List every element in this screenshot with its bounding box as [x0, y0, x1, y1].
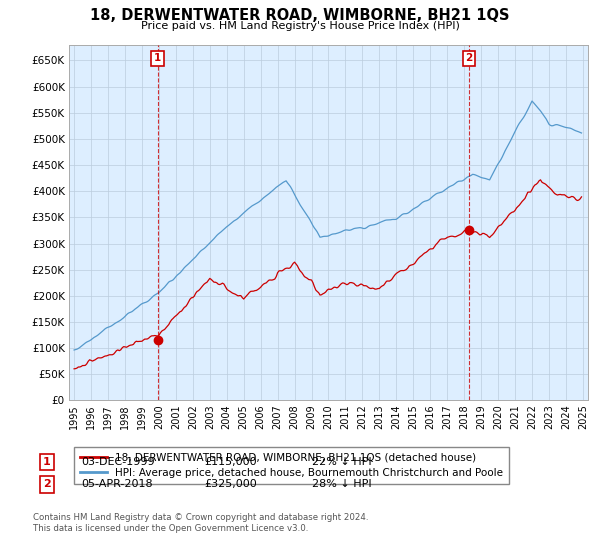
Text: Price paid vs. HM Land Registry's House Price Index (HPI): Price paid vs. HM Land Registry's House …: [140, 21, 460, 31]
Text: 03-DEC-1999: 03-DEC-1999: [81, 457, 155, 467]
Text: 1: 1: [154, 53, 161, 63]
Text: £115,000: £115,000: [204, 457, 257, 467]
Text: 28% ↓ HPI: 28% ↓ HPI: [312, 479, 371, 489]
Text: 22% ↓ HPI: 22% ↓ HPI: [312, 457, 371, 467]
Text: 05-APR-2018: 05-APR-2018: [81, 479, 152, 489]
Text: Contains HM Land Registry data © Crown copyright and database right 2024.: Contains HM Land Registry data © Crown c…: [33, 513, 368, 522]
Text: 2: 2: [465, 53, 472, 63]
Text: This data is licensed under the Open Government Licence v3.0.: This data is licensed under the Open Gov…: [33, 524, 308, 533]
Text: 18, DERWENTWATER ROAD, WIMBORNE, BH21 1QS: 18, DERWENTWATER ROAD, WIMBORNE, BH21 1Q…: [90, 8, 510, 24]
Legend: 18, DERWENTWATER ROAD, WIMBORNE, BH21 1QS (detached house), HPI: Average price, : 18, DERWENTWATER ROAD, WIMBORNE, BH21 1Q…: [74, 446, 509, 484]
Text: £325,000: £325,000: [204, 479, 257, 489]
Text: 1: 1: [43, 457, 50, 467]
Text: 2: 2: [43, 479, 50, 489]
